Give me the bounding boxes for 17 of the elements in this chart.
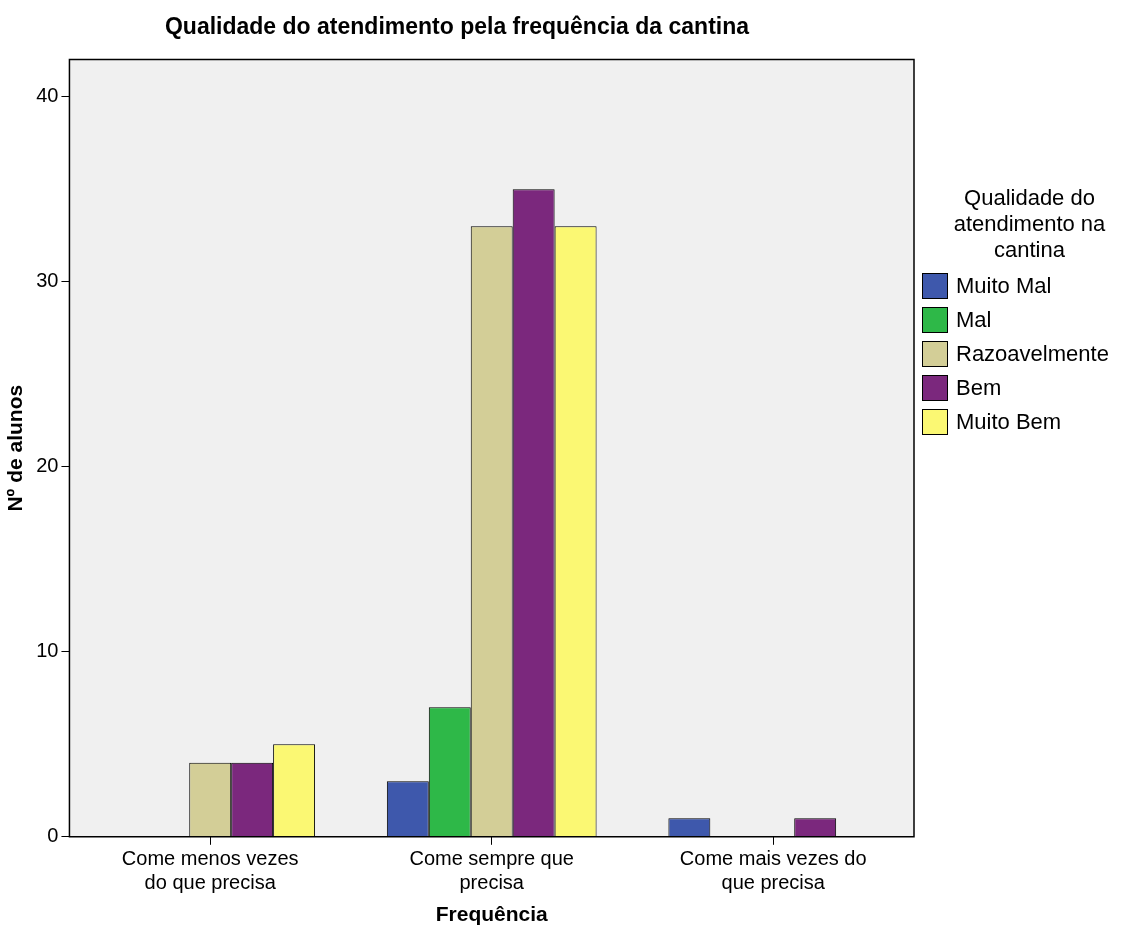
- x-tick-label: Come menos vezes do que precisa: [121, 847, 299, 894]
- legend-label: Razoavelmente: [956, 341, 1109, 367]
- legend-title: Qualidade do atendimento na cantina: [952, 185, 1107, 263]
- legend-label: Mal: [956, 307, 992, 333]
- y-tick-label: 40: [36, 84, 59, 107]
- y-tick-label: 10: [36, 639, 59, 662]
- x-tick-label: Come sempre que precisa: [409, 847, 574, 894]
- legend-label: Muito Bem: [956, 409, 1062, 435]
- y-tick-label: 0: [47, 824, 59, 847]
- x-axis-title: Frequência: [435, 902, 549, 926]
- legend-label: Muito Mal: [956, 273, 1052, 299]
- y-axis-title: Nº de alunos: [3, 384, 27, 512]
- chart-title: Qualidade do atendimento pela frequência da cantina: [164, 13, 750, 40]
- y-tick-label: 30: [36, 269, 59, 292]
- x-tick-label: Come mais vezes do que precisa: [679, 847, 867, 894]
- y-tick-label: 20: [36, 454, 59, 477]
- legend-label: Bem: [956, 375, 1002, 401]
